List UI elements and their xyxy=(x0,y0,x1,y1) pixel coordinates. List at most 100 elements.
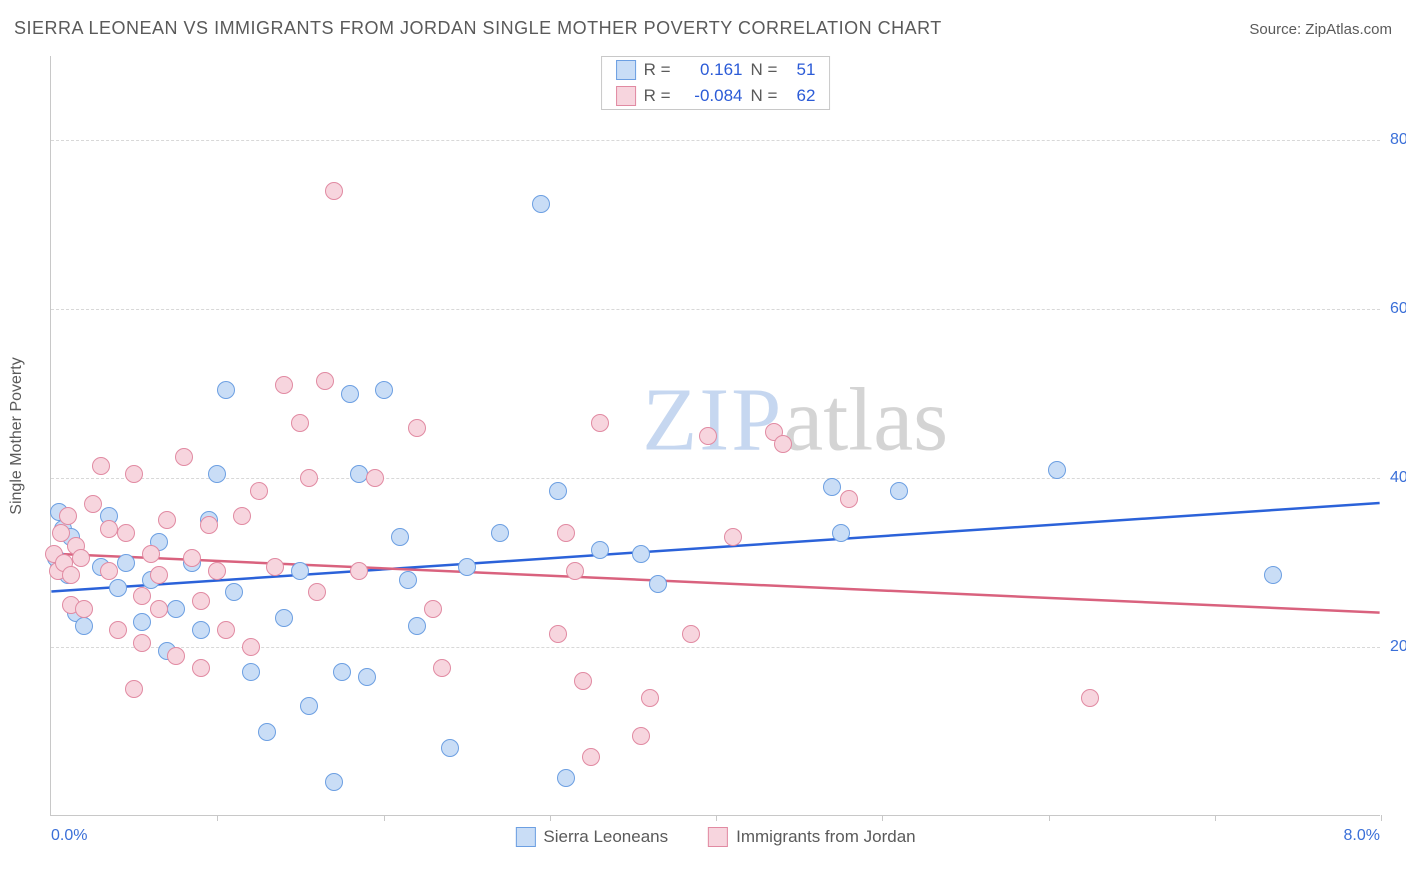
watermark-atlas: atlas xyxy=(783,371,948,470)
scatter-point xyxy=(275,609,293,627)
scatter-point xyxy=(408,617,426,635)
scatter-point xyxy=(72,549,90,567)
scatter-point xyxy=(549,482,567,500)
scatter-point xyxy=(192,659,210,677)
scatter-point xyxy=(458,558,476,576)
stats-row-series-0: R = 0.161 N = 51 xyxy=(602,57,830,83)
scatter-point xyxy=(557,769,575,787)
scatter-point xyxy=(1264,566,1282,584)
scatter-point xyxy=(133,587,151,605)
r-label: R = xyxy=(644,86,671,106)
scatter-point xyxy=(591,414,609,432)
scatter-point xyxy=(258,723,276,741)
x-axis-max-label: 8.0% xyxy=(1344,827,1380,845)
scatter-point xyxy=(84,495,102,513)
scatter-point xyxy=(242,663,260,681)
chart-source: Source: ZipAtlas.com xyxy=(1249,21,1392,38)
scatter-point xyxy=(333,663,351,681)
scatter-point xyxy=(300,697,318,715)
scatter-point xyxy=(109,579,127,597)
chart-header: SIERRA LEONEAN VS IMMIGRANTS FROM JORDAN… xyxy=(14,18,1392,39)
scatter-point xyxy=(52,524,70,542)
swatch-series-0 xyxy=(616,60,636,80)
scatter-point xyxy=(109,621,127,639)
scatter-point xyxy=(150,566,168,584)
scatter-point xyxy=(341,385,359,403)
scatter-point xyxy=(549,625,567,643)
scatter-point xyxy=(574,672,592,690)
x-tick xyxy=(384,815,385,821)
scatter-point xyxy=(275,376,293,394)
r-value-series-1: -0.084 xyxy=(679,86,743,106)
gridline-h xyxy=(51,309,1380,310)
legend-label-series-0: Sierra Leoneans xyxy=(543,827,668,847)
trendline xyxy=(51,554,1379,613)
scatter-chart: ZIPatlas Single Mother Poverty R = 0.161… xyxy=(50,56,1380,816)
scatter-point xyxy=(217,381,235,399)
scatter-point xyxy=(823,478,841,496)
scatter-point xyxy=(208,465,226,483)
x-tick xyxy=(1049,815,1050,821)
scatter-point xyxy=(100,520,118,538)
scatter-point xyxy=(491,524,509,542)
scatter-point xyxy=(200,516,218,534)
legend-item-series-0: Sierra Leoneans xyxy=(515,827,668,847)
legend-item-series-1: Immigrants from Jordan xyxy=(708,827,916,847)
scatter-point xyxy=(641,689,659,707)
scatter-point xyxy=(158,511,176,529)
scatter-point xyxy=(632,545,650,563)
scatter-point xyxy=(233,507,251,525)
scatter-point xyxy=(1048,461,1066,479)
scatter-point xyxy=(325,773,343,791)
scatter-point xyxy=(208,562,226,580)
gridline-h xyxy=(51,140,1380,141)
scatter-point xyxy=(840,490,858,508)
n-label: N = xyxy=(751,86,778,106)
scatter-point xyxy=(291,414,309,432)
scatter-point xyxy=(142,545,160,563)
scatter-point xyxy=(167,600,185,618)
scatter-point xyxy=(724,528,742,546)
scatter-point xyxy=(582,748,600,766)
scatter-point xyxy=(325,182,343,200)
r-value-series-0: 0.161 xyxy=(679,60,743,80)
stats-legend: R = 0.161 N = 51 R = -0.084 N = 62 xyxy=(601,56,831,110)
scatter-point xyxy=(175,448,193,466)
scatter-point xyxy=(682,625,700,643)
y-tick-label: 40.0% xyxy=(1390,469,1406,487)
scatter-point xyxy=(242,638,260,656)
scatter-point xyxy=(133,634,151,652)
scatter-point xyxy=(557,524,575,542)
scatter-point xyxy=(300,469,318,487)
scatter-point xyxy=(217,621,235,639)
source-prefix: Source: xyxy=(1249,21,1305,38)
scatter-point xyxy=(350,562,368,580)
scatter-point xyxy=(358,668,376,686)
scatter-point xyxy=(375,381,393,399)
series-legend: Sierra Leoneans Immigrants from Jordan xyxy=(515,827,915,847)
x-axis-min-label: 0.0% xyxy=(51,827,87,845)
scatter-point xyxy=(192,621,210,639)
y-tick-label: 80.0% xyxy=(1390,131,1406,149)
scatter-point xyxy=(832,524,850,542)
x-tick xyxy=(217,815,218,821)
scatter-point xyxy=(92,457,110,475)
legend-label-series-1: Immigrants from Jordan xyxy=(736,827,916,847)
scatter-point xyxy=(632,727,650,745)
scatter-point xyxy=(250,482,268,500)
legend-swatch-series-1 xyxy=(708,827,728,847)
scatter-point xyxy=(391,528,409,546)
y-tick-label: 60.0% xyxy=(1390,300,1406,318)
scatter-point xyxy=(125,465,143,483)
scatter-point xyxy=(890,482,908,500)
scatter-point xyxy=(532,195,550,213)
scatter-point xyxy=(133,613,151,631)
scatter-point xyxy=(566,562,584,580)
scatter-point xyxy=(167,647,185,665)
scatter-point xyxy=(649,575,667,593)
scatter-point xyxy=(591,541,609,559)
legend-swatch-series-0 xyxy=(515,827,535,847)
scatter-point xyxy=(266,558,284,576)
n-value-series-0: 51 xyxy=(785,60,815,80)
scatter-point xyxy=(62,566,80,584)
